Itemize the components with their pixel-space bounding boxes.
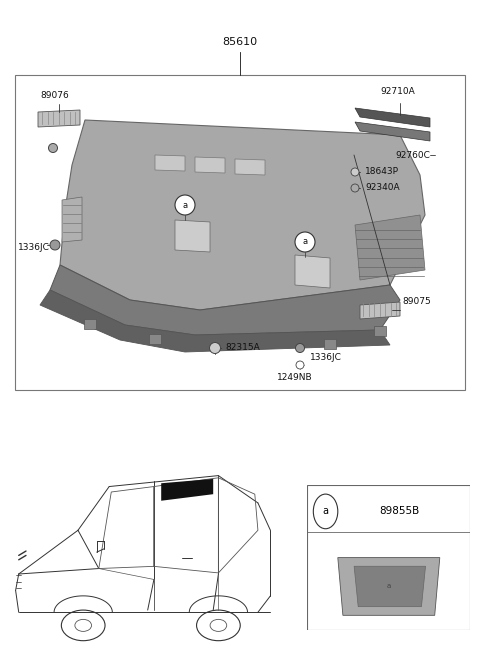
Circle shape [296,344,304,352]
Circle shape [50,240,60,250]
Polygon shape [235,159,265,175]
Bar [15,75,465,390]
Text: 89076: 89076 [40,91,69,100]
Polygon shape [195,157,225,173]
Circle shape [209,342,220,354]
Circle shape [175,195,195,215]
Polygon shape [338,558,440,615]
Polygon shape [175,220,210,252]
Polygon shape [355,108,430,127]
Bar [84,319,96,329]
Text: 1336JC: 1336JC [310,354,342,363]
Text: a: a [182,201,188,209]
Bar [374,326,386,336]
Text: a: a [323,506,328,516]
Circle shape [48,144,58,152]
Polygon shape [38,110,80,127]
Text: 89855B: 89855B [379,506,419,516]
Polygon shape [360,302,400,319]
Polygon shape [354,566,425,607]
Polygon shape [355,122,430,141]
Text: 92710A: 92710A [380,87,415,96]
Polygon shape [355,215,425,280]
Text: 85610: 85610 [222,37,258,47]
Polygon shape [40,290,390,352]
Text: a: a [302,237,308,247]
Circle shape [313,494,338,529]
Polygon shape [60,120,425,310]
Polygon shape [295,255,330,288]
Text: 82315A: 82315A [225,344,260,352]
Polygon shape [161,479,213,501]
Text: 89075: 89075 [402,298,431,306]
Text: 18643P: 18643P [365,167,399,176]
Circle shape [351,168,359,176]
Bar [149,334,161,344]
Text: 92340A: 92340A [365,184,400,192]
Text: a: a [387,583,391,590]
Polygon shape [50,265,400,335]
Polygon shape [155,155,185,171]
Circle shape [295,232,315,252]
Polygon shape [62,197,82,242]
Bar [324,339,336,349]
Text: 1336JC: 1336JC [18,243,50,253]
Circle shape [351,184,359,192]
Circle shape [296,361,304,369]
Text: 1249NB: 1249NB [277,373,313,382]
Text: 92760C: 92760C [395,150,430,159]
